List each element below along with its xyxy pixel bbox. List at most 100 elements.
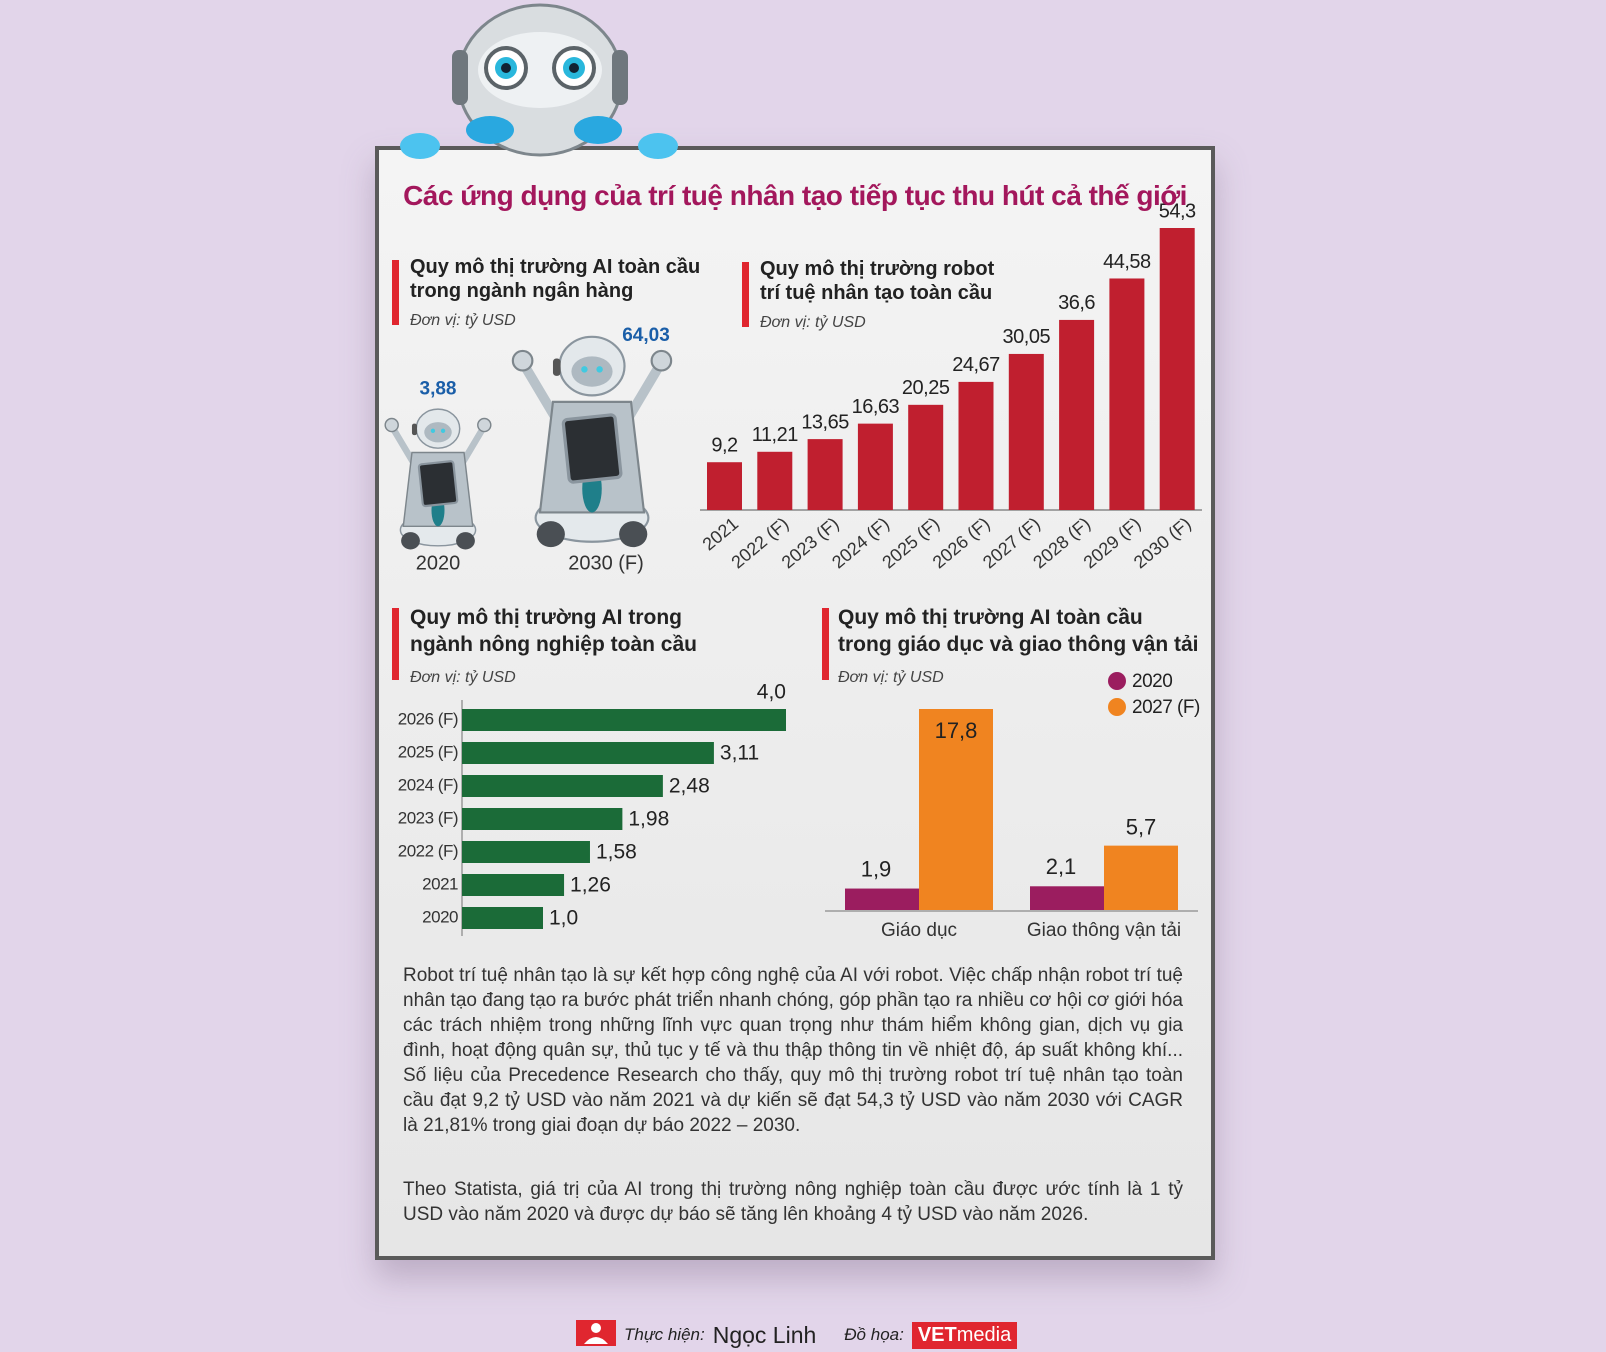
header-bar	[822, 608, 829, 680]
robot-part	[536, 521, 565, 548]
main-title: Các ứng dụng của trí tuệ nhân tạo tiếp t…	[403, 180, 1187, 211]
unit: Đơn vị: tỷ USD	[410, 669, 516, 686]
value-label: 5,7	[1126, 814, 1157, 839]
bar	[1109, 278, 1145, 510]
value-label: 2,1	[1046, 854, 1077, 879]
value-label: 11,21	[752, 424, 798, 446]
robot-part	[619, 521, 648, 548]
paragraph: Theo Statista, giá trị của AI trong thị …	[403, 1179, 1183, 1225]
header-line: trong giáo dục và giao thông vận tải	[838, 633, 1199, 656]
x-tick-label: 2021	[699, 513, 743, 554]
paragraph: Robot trí tuệ nhân tạo là sự kết hợp côn…	[403, 965, 1183, 1136]
logo-bold: VET	[917, 1323, 957, 1346]
x-tick-label: Giáo dục	[881, 920, 957, 941]
robot-part	[411, 423, 418, 436]
value-label: 4,0	[757, 681, 786, 704]
mascot-hand	[638, 133, 678, 159]
bar	[857, 423, 893, 510]
value-label: 1,58	[596, 841, 637, 864]
value-label: 54,3	[1159, 200, 1196, 222]
robot-part	[401, 532, 420, 550]
value-label: 1,9	[861, 856, 892, 881]
header-line: Quy mô thị trường AI toàn cầu	[838, 606, 1143, 629]
bar	[462, 808, 623, 830]
legend-label: 2020	[1132, 671, 1172, 692]
robot-part	[571, 356, 613, 387]
credits: Thực hiện: Ngọc Linh Đồ họa: VETmedia	[574, 1320, 1018, 1350]
logo-light: media	[956, 1323, 1012, 1346]
bar	[462, 874, 565, 896]
header-bar	[392, 608, 399, 680]
y-tick-label: 2022 (F)	[398, 841, 458, 860]
credit-icon	[576, 1320, 616, 1346]
credit-label: Đồ họa:	[844, 1325, 904, 1344]
robot-part	[519, 361, 561, 422]
legend-label: 2027 (F)	[1132, 697, 1200, 718]
mascot-ear	[612, 50, 628, 105]
robot-part	[417, 460, 459, 508]
legend-swatch	[1108, 698, 1126, 716]
robot	[511, 335, 673, 548]
bar	[1008, 353, 1044, 510]
bar	[1059, 319, 1095, 510]
robot-part	[424, 422, 452, 443]
robot-part	[456, 532, 475, 550]
bar	[958, 381, 994, 510]
y-tick-label: 2024 (F)	[398, 775, 458, 794]
value-label: 30,05	[1003, 326, 1051, 348]
mascot-pupil	[501, 63, 511, 73]
header-line: Quy mô thị trường AI trong	[410, 606, 682, 629]
robot-part	[650, 349, 673, 372]
unit: Đơn vị: tỷ USD	[410, 312, 516, 329]
header-line: Quy mô thị trường AI toàn cầu	[410, 256, 701, 278]
legend-swatch	[1108, 672, 1126, 690]
chart-header: Quy mô thị trường AI toàn cầu trong giáo…	[838, 604, 1199, 691]
y-tick-label: 2026 (F)	[398, 709, 458, 728]
bar	[462, 907, 543, 929]
value-label: 3,11	[720, 742, 759, 765]
x-tick-label: Giao thông vận tải	[1027, 920, 1181, 941]
logo: VETmedia	[911, 1321, 1018, 1349]
bar	[462, 709, 786, 731]
chart-header: Quy mô thị trường AI toàn cầu trong ngàn…	[410, 255, 700, 333]
header-bar	[392, 260, 399, 325]
mascot-shoulder	[466, 116, 514, 144]
bar	[1159, 228, 1195, 510]
robot-part	[511, 349, 534, 372]
bar	[707, 462, 742, 510]
credit-author: Ngọc Linh	[712, 1321, 817, 1348]
value-label: 1,26	[570, 874, 611, 897]
bar	[462, 775, 663, 797]
header-line: Quy mô thị trường robot	[760, 258, 995, 280]
header-line: ngành nông nghiệp toàn cầu	[410, 633, 697, 656]
robot-part	[561, 413, 623, 484]
bar	[462, 742, 714, 764]
value-label: 44,58	[1103, 251, 1151, 273]
bar	[845, 888, 919, 910]
robot-part	[389, 425, 417, 466]
value-label: 24,67	[952, 354, 1000, 376]
icon-body	[584, 1337, 608, 1344]
bar	[757, 451, 793, 510]
robot-part	[623, 361, 665, 422]
bar	[1030, 886, 1104, 910]
unit: Đơn vị: tỷ USD	[760, 314, 866, 331]
y-tick-label: 2023 (F)	[398, 808, 458, 827]
icon-head	[591, 1323, 601, 1333]
unit: Đơn vị: tỷ USD	[838, 669, 944, 686]
robot-part	[581, 366, 588, 373]
category-label: 2030 (F)	[568, 552, 644, 574]
value-label: 3,88	[420, 378, 457, 399]
bar	[462, 841, 590, 863]
chart-header: Quy mô thị trường AI trong ngành nông ng…	[410, 604, 697, 691]
robot-part	[477, 417, 492, 433]
credit-label: Thực hiện:	[624, 1325, 705, 1344]
x-tick-label: 2030 (F)	[1130, 513, 1195, 572]
mascot-pupil	[569, 63, 579, 73]
bar	[919, 709, 993, 910]
header-bar	[742, 262, 749, 327]
bar	[807, 439, 843, 510]
value-label: 1,0	[549, 907, 578, 930]
robot-part	[459, 425, 487, 466]
